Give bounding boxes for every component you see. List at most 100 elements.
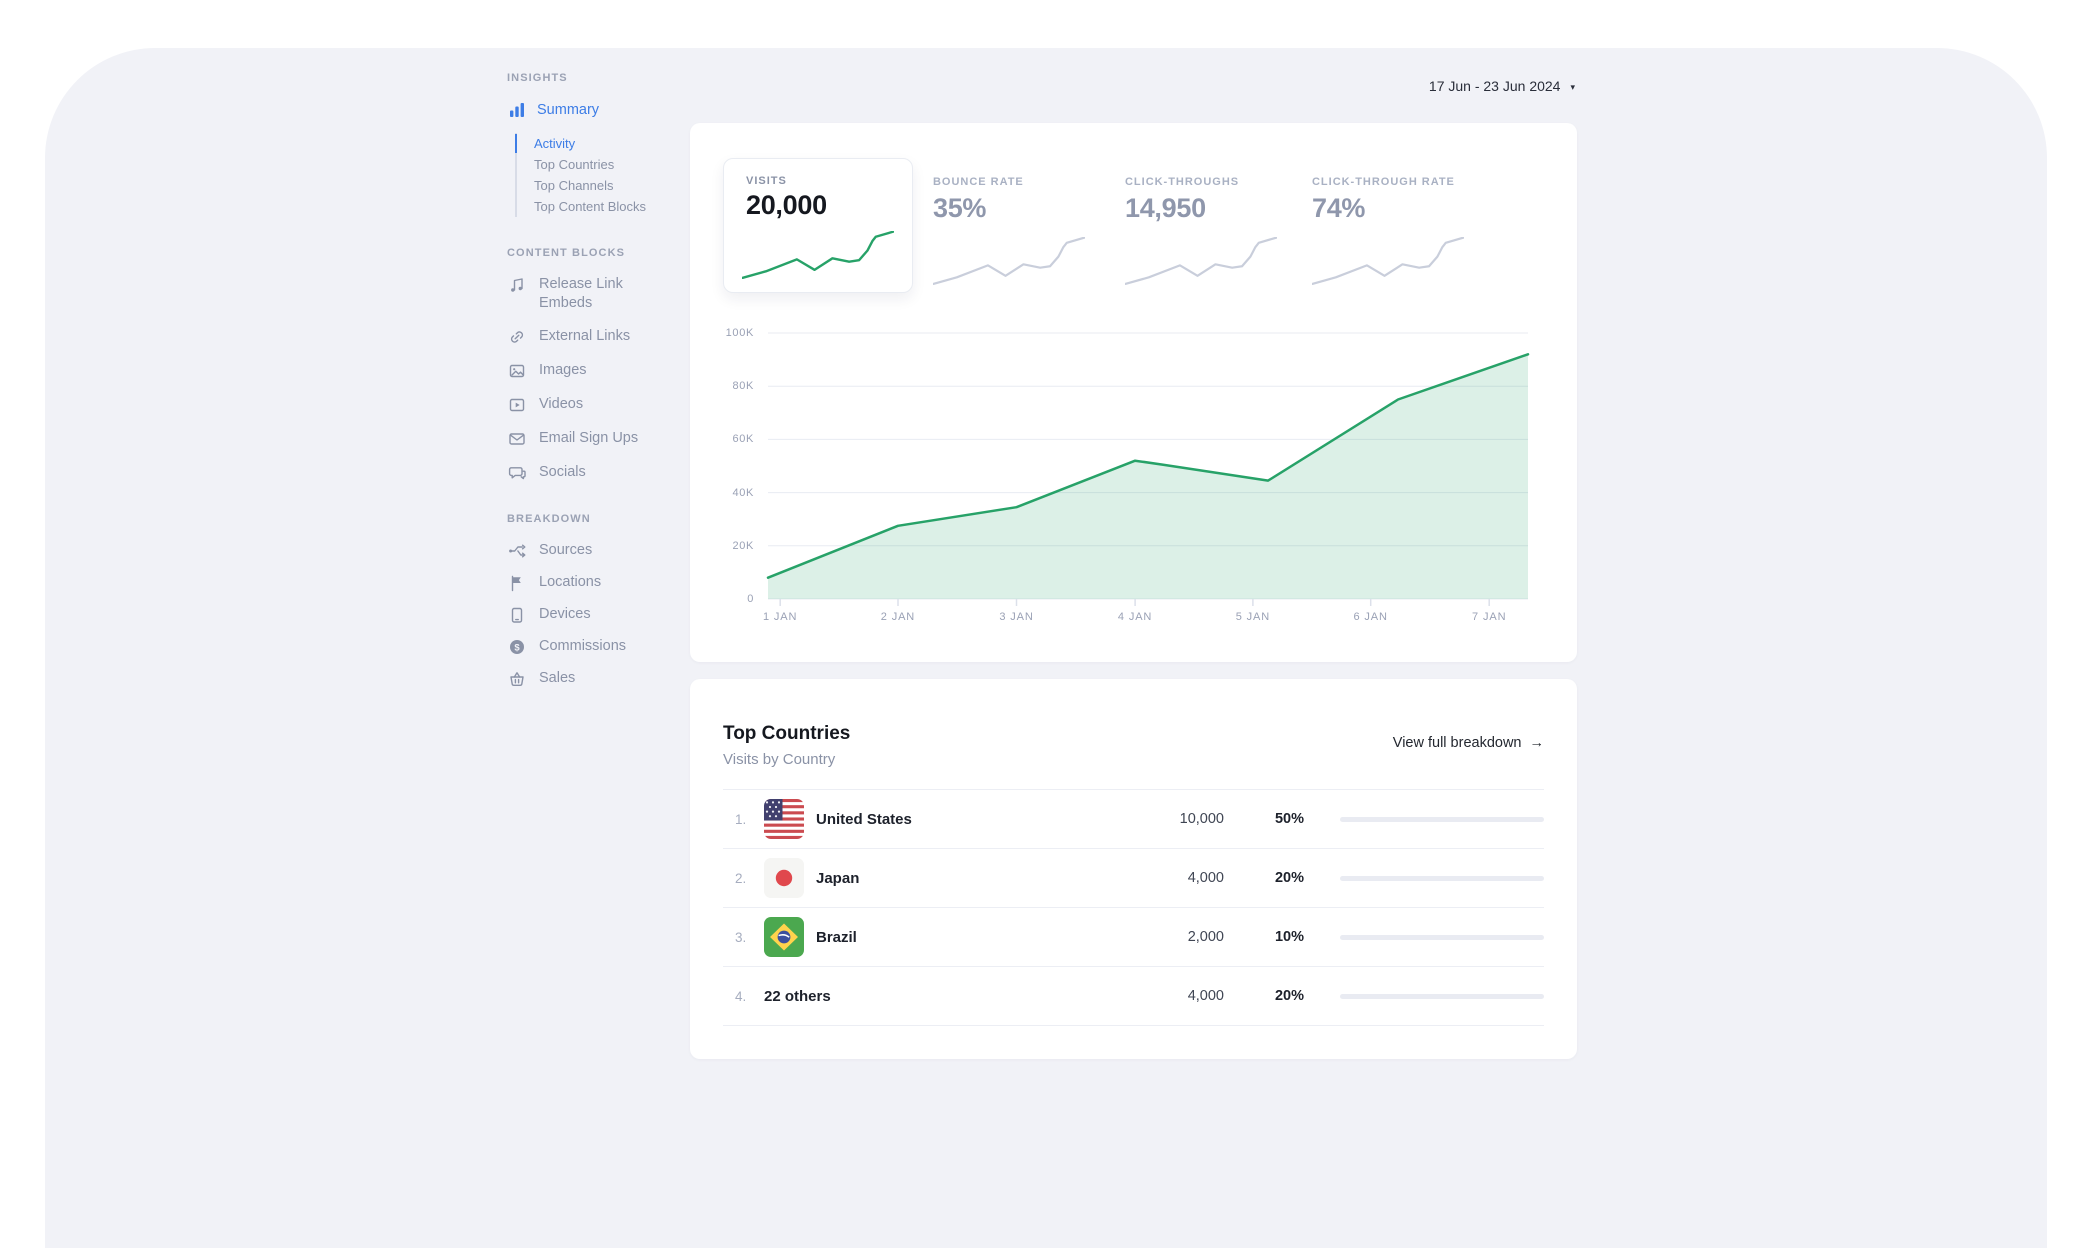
countries-table: 1. United States 10,000 50% 2. (723, 789, 1544, 1026)
sidebar-item-locations[interactable]: Locations (507, 573, 682, 593)
table-row-brazil: 3. Brazil 2,000 10% (723, 908, 1544, 967)
country-name: 22 others (764, 987, 831, 1005)
country-value: 4,000 (1187, 870, 1224, 886)
bounce-rate-sparkline (933, 237, 1085, 285)
stat-value: 14,950 (1125, 193, 1206, 223)
stat-card-bounce-rate[interactable]: BOUNCE RATE 35% (933, 172, 1095, 285)
rank-label: 1. (735, 811, 747, 827)
main-content: 17 Jun - 23 Jun 2024 ▾ VISITS 20,000 BOU… (690, 48, 1577, 1148)
x-axis-tick-label: 7 JAN (1472, 611, 1507, 623)
table-row-japan: 2. Japan 4,000 20% (723, 849, 1544, 908)
subnav-item-top-content-blocks[interactable]: Top Content Blocks (534, 199, 647, 214)
sidebar: INSIGHTS Summary Activity Top Countries … (507, 72, 682, 701)
sidebar-item-email-sign-ups[interactable]: Email Sign Ups (507, 429, 682, 449)
sidebar-section-content-blocks: CONTENT BLOCKS (507, 247, 626, 259)
sidebar-item-devices[interactable]: Devices (507, 605, 682, 625)
sidebar-item-external-links[interactable]: External Links (507, 327, 682, 347)
country-value: 4,000 (1187, 988, 1224, 1004)
sidebar-item-label: Images (539, 362, 587, 378)
stat-card-click-throughs[interactable]: CLICK-THROUGHS 14,950 (1125, 172, 1287, 285)
sidebar-item-summary[interactable]: Summary (507, 100, 682, 120)
link-label: View full breakdown (1392, 735, 1522, 751)
sidebar-item-label: Email Sign Ups (539, 430, 639, 446)
date-range-selector[interactable]: 17 Jun - 23 Jun 2024 ▾ (1429, 78, 1575, 94)
sidebar-item-commissions[interactable]: $ Commissions (507, 637, 682, 657)
sidebar-item-label: Socials (539, 464, 586, 480)
chevron-down-icon: ▾ (1570, 81, 1575, 92)
stat-card-visits[interactable]: VISITS 20,000 (723, 158, 913, 293)
summary-subnav: Activity Top Countries Top Channels Top … (515, 133, 682, 217)
sidebar-item-label: Sources (539, 542, 593, 558)
sidebar-section-breakdown: BREAKDOWN (507, 513, 591, 525)
flag-brazil (764, 917, 804, 957)
mobile-device-icon (507, 605, 527, 625)
stat-value: 35% (933, 193, 987, 223)
y-axis-labels: 0 20K 40K 60K 80K 100K (702, 327, 754, 605)
table-row-united-states: 1. United States 10,000 50% (723, 790, 1544, 849)
music-note-icon (507, 275, 527, 295)
stat-label: VISITS (746, 175, 787, 187)
country-name: Brazil (816, 928, 857, 946)
x-axis-tick-label: 1 JAN (762, 611, 798, 623)
sidebar-item-sources[interactable]: Sources (507, 541, 682, 561)
subnav-item-activity[interactable]: Activity (515, 133, 682, 154)
activity-panel: VISITS 20,000 BOUNCE RATE 35% CLICK-THRO… (690, 123, 1577, 662)
sidebar-item-label: External Links (539, 328, 631, 344)
progress-bar (1340, 934, 1544, 940)
sidebar-item-label: Devices (539, 606, 591, 622)
y-axis-tick-label: 80K (732, 380, 754, 393)
top-countries-panel: Top Countries Visits by Country View ful… (690, 679, 1577, 1059)
table-row-others: 4. 22 others 4,000 20% (723, 967, 1544, 1026)
stat-label: CLICK-THROUGH RATE (1312, 176, 1455, 188)
flag-united-states (764, 799, 804, 839)
y-axis-tick-label: 60K (732, 433, 754, 446)
progress-bar (1340, 993, 1544, 999)
country-value: 2,000 (1187, 929, 1224, 945)
arrow-right-icon: → (1529, 735, 1545, 751)
flag-icon (507, 573, 527, 593)
sidebar-item-socials[interactable]: Socials (507, 463, 682, 483)
country-percent: 50% (1274, 811, 1304, 827)
y-axis-tick-label: 0 (747, 593, 754, 605)
sidebar-item-label: Commissions (539, 638, 627, 654)
bar-chart-icon (507, 100, 527, 120)
link-icon (507, 327, 527, 347)
dashboard-canvas: INSIGHTS Summary Activity Top Countries … (45, 48, 2047, 1248)
subnav-item-top-channels[interactable]: Top Channels (534, 178, 614, 193)
area-chart-svg (766, 332, 1530, 606)
image-icon (507, 361, 527, 381)
x-axis-tick-label: 4 JAN (1117, 611, 1153, 623)
progress-bar (1340, 816, 1544, 822)
country-percent: 10% (1274, 929, 1304, 945)
subnav-item-top-countries[interactable]: Top Countries (534, 157, 615, 172)
panel-title: Top Countries (723, 723, 851, 744)
y-axis-tick-label: 100K (725, 327, 754, 339)
sidebar-item-label: Summary (537, 102, 600, 118)
sidebar-item-label: Videos (539, 396, 584, 412)
country-percent: 20% (1274, 870, 1304, 886)
video-play-icon (507, 395, 527, 415)
sidebar-item-videos[interactable]: Videos (507, 395, 682, 415)
stat-card-click-through-rate[interactable]: CLICK-THROUGH RATE 74% (1312, 172, 1474, 285)
rank-label: 2. (735, 870, 747, 886)
sidebar-item-release-link-embeds[interactable]: Release Link Embeds (507, 275, 682, 313)
stat-label: BOUNCE RATE (933, 176, 1024, 188)
stat-value: 20,000 (746, 190, 827, 220)
sidebar-item-label: Sales (539, 670, 576, 686)
x-axis-tick-label: 6 JAN (1353, 611, 1388, 623)
view-full-breakdown-link[interactable]: View full breakdown → (1393, 735, 1544, 751)
stat-label: CLICK-THROUGHS (1125, 176, 1240, 188)
sidebar-item-images[interactable]: Images (507, 361, 682, 381)
click-throughs-sparkline (1125, 237, 1277, 285)
date-range-label: 17 Jun - 23 Jun 2024 (1428, 78, 1561, 94)
panel-subtitle: Visits by Country (723, 751, 836, 768)
chat-bubbles-icon (507, 463, 527, 483)
y-axis-tick-label: 20K (732, 539, 754, 552)
flag-japan (764, 858, 804, 898)
split-arrows-icon (507, 541, 527, 561)
sidebar-item-sales[interactable]: Sales (507, 669, 682, 689)
stat-value: 74% (1312, 193, 1366, 223)
sidebar-item-label: Locations (539, 574, 602, 590)
y-axis-tick-label: 40K (732, 486, 754, 499)
sidebar-item-label: Release Link Embeds (539, 276, 623, 311)
